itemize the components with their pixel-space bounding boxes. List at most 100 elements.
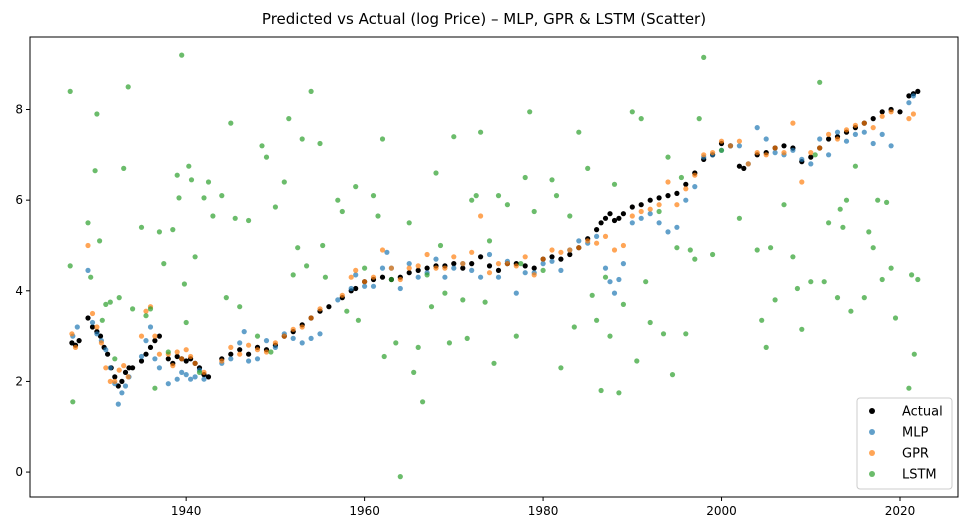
data-point [478, 254, 484, 260]
data-point [232, 215, 238, 221]
data-point [451, 261, 457, 267]
data-point [192, 360, 198, 366]
y-tick-label: 8 [15, 103, 23, 117]
data-point [201, 195, 207, 201]
data-point [629, 109, 635, 115]
data-point [620, 261, 627, 267]
data-point [754, 150, 760, 156]
data-point [602, 274, 609, 280]
data-point [290, 326, 296, 332]
data-point [522, 174, 528, 181]
data-point [433, 256, 439, 262]
data-point [647, 197, 653, 203]
data-point [67, 263, 73, 269]
data-point [909, 272, 915, 278]
data-point [469, 261, 475, 267]
data-point [237, 340, 243, 346]
data-point [558, 267, 564, 273]
data-point [388, 276, 394, 283]
data-point [607, 333, 613, 339]
data-point [335, 297, 341, 303]
data-point [152, 338, 158, 344]
data-point [692, 172, 698, 178]
data-point [263, 338, 270, 344]
data-point [848, 308, 854, 314]
data-point [201, 369, 207, 375]
data-point [384, 249, 390, 255]
data-point [393, 340, 399, 346]
data-point [72, 344, 79, 350]
data-point [611, 217, 618, 224]
data-point [696, 116, 702, 122]
data-point [790, 254, 796, 260]
data-point [138, 333, 145, 339]
data-point [143, 338, 149, 344]
data-point [486, 263, 493, 269]
data-point [152, 356, 158, 362]
data-point [375, 213, 381, 219]
data-point [348, 274, 354, 280]
legend-marker [869, 408, 875, 414]
data-point [74, 324, 80, 330]
data-point [718, 147, 725, 153]
data-point [910, 111, 917, 117]
data-point [241, 329, 247, 335]
x-tick-label: 1940 [171, 504, 202, 518]
data-point [295, 245, 301, 251]
data-point [125, 84, 131, 90]
data-point [665, 229, 671, 235]
data-point [870, 116, 876, 122]
data-point [589, 292, 595, 298]
data-point [674, 245, 680, 251]
data-point [223, 295, 229, 301]
data-point [122, 369, 129, 375]
data-point [205, 179, 212, 185]
data-point [192, 254, 198, 260]
data-point [348, 285, 354, 292]
data-point [884, 199, 890, 205]
data-point [531, 208, 537, 215]
data-point [451, 265, 457, 271]
data-point [94, 331, 100, 337]
data-point [379, 274, 386, 280]
data-point [781, 150, 787, 156]
data-point [92, 168, 98, 174]
data-point [710, 150, 716, 156]
data-point [799, 326, 805, 332]
data-point [643, 279, 649, 285]
data-point [76, 338, 82, 344]
data-point [692, 256, 698, 262]
series-lstm [67, 52, 921, 480]
data-point [558, 256, 564, 262]
data-point [469, 197, 475, 203]
data-point [379, 136, 386, 142]
data-point [112, 374, 118, 380]
data-point [308, 88, 314, 94]
y-tick-label: 2 [15, 374, 23, 388]
data-point [122, 383, 129, 389]
data-point [188, 376, 194, 382]
data-point [201, 376, 207, 382]
data-point [424, 272, 430, 278]
data-point [870, 125, 876, 131]
data-point [491, 360, 497, 366]
data-point [870, 140, 876, 147]
y-tick-label: 6 [15, 193, 23, 207]
data-point [89, 310, 96, 317]
data-point [678, 174, 685, 181]
data-point [768, 245, 774, 251]
data-point [674, 202, 680, 208]
points-layer [67, 52, 921, 480]
data-point [852, 131, 859, 137]
data-point [460, 261, 466, 267]
data-point [741, 165, 747, 171]
data-point [656, 202, 662, 208]
data-point [772, 297, 778, 303]
data-point [826, 220, 832, 226]
data-point [683, 197, 689, 203]
data-point [495, 267, 502, 273]
data-point [598, 220, 604, 226]
data-point [683, 181, 689, 187]
data-point [598, 387, 604, 394]
data-point [817, 79, 823, 85]
